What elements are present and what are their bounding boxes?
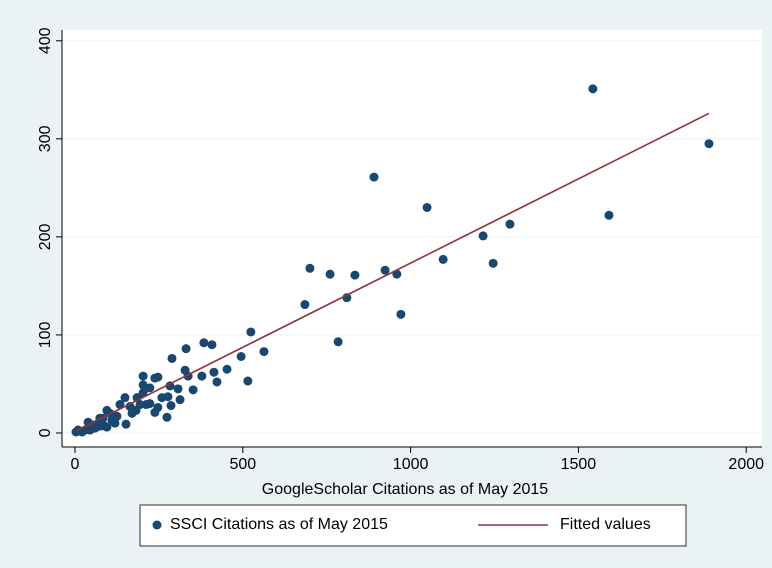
point: [145, 399, 155, 409]
point: [120, 393, 130, 403]
point: [488, 258, 498, 268]
point: [207, 340, 217, 350]
x-tick-label: 1500: [561, 456, 597, 473]
point: [259, 347, 269, 357]
x-axis-label: GoogleScholar Citations as of May 2015: [262, 481, 548, 498]
y-tick-label: 300: [37, 125, 54, 152]
point: [138, 371, 148, 381]
y-tick-label: 400: [37, 27, 54, 54]
point: [212, 377, 222, 387]
x-tick-label: 2000: [728, 456, 764, 473]
point: [243, 376, 253, 386]
point: [162, 412, 172, 422]
point: [246, 327, 256, 337]
point: [369, 172, 379, 182]
point: [157, 393, 167, 403]
point: [138, 380, 148, 390]
legend-label: SSCI Citations as of May 2015: [170, 516, 388, 533]
point: [300, 300, 310, 310]
point: [505, 219, 515, 229]
point: [150, 407, 160, 417]
point: [112, 411, 122, 421]
point: [121, 419, 131, 429]
point: [704, 139, 714, 149]
legend: [139, 504, 687, 547]
point: [145, 383, 155, 393]
point: [350, 270, 360, 280]
point: [95, 421, 105, 431]
point: [135, 400, 145, 410]
point: [188, 385, 198, 395]
x-tick-label: 0: [71, 456, 80, 473]
point: [115, 400, 125, 410]
point: [165, 381, 175, 391]
point: [396, 309, 406, 319]
point: [102, 422, 112, 432]
point: [380, 265, 390, 275]
point: [175, 395, 185, 405]
y-tick-label: 0: [37, 428, 54, 437]
point: [166, 401, 176, 411]
legend-label: Fitted values: [560, 516, 651, 533]
point: [222, 364, 232, 374]
legend-marker: [152, 520, 162, 530]
plot-area: [62, 30, 762, 447]
point: [438, 254, 448, 264]
fit-line: [75, 112, 710, 432]
point: [604, 210, 614, 220]
point: [197, 371, 207, 381]
point: [199, 338, 209, 348]
point: [102, 405, 112, 415]
x-tick-label: 500: [229, 456, 256, 473]
point: [181, 344, 191, 354]
point: [167, 353, 177, 363]
point: [138, 388, 148, 398]
point: [478, 231, 488, 241]
point: [588, 84, 598, 94]
y-tick-label: 100: [37, 321, 54, 348]
x-tick-label: 1000: [393, 456, 429, 473]
point: [325, 269, 335, 279]
point: [150, 373, 160, 383]
point: [422, 202, 432, 212]
point: [209, 367, 219, 377]
point: [173, 384, 183, 394]
point: [333, 337, 343, 347]
point: [110, 418, 120, 428]
y-tick-label: 200: [37, 223, 54, 250]
point: [305, 263, 315, 273]
point: [236, 352, 246, 362]
